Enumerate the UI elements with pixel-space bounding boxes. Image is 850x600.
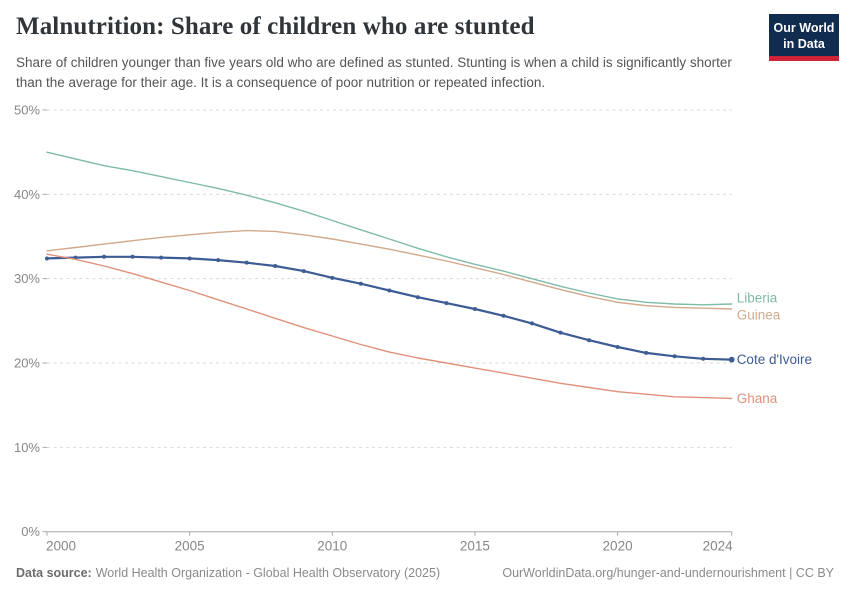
data-source-text: World Health Organization - Global Healt…	[95, 566, 441, 580]
series-label-liberia[interactable]: Liberia	[737, 291, 778, 306]
series-label-guinea[interactable]: Guinea	[737, 308, 781, 323]
series-point	[130, 254, 135, 259]
series-point	[587, 338, 592, 343]
x-axis-label: 2015	[460, 539, 490, 554]
series-point	[387, 288, 392, 293]
series-point	[102, 254, 107, 259]
page-title: Malnutrition: Share of children who are …	[16, 13, 535, 40]
owid-logo[interactable]: Our World in Data	[769, 14, 839, 61]
series-point	[159, 255, 164, 260]
chart-subtitle: Share of children younger than five year…	[16, 55, 732, 90]
series-point	[301, 269, 306, 274]
series-point	[444, 301, 449, 306]
x-axis-label: 2024	[703, 539, 734, 554]
series-line-guinea[interactable]	[46, 229, 733, 310]
y-axis-label: 30%	[14, 271, 40, 286]
y-axis-label: 40%	[14, 187, 40, 202]
series-point	[472, 307, 477, 312]
series-point	[558, 330, 563, 335]
data-source: Data source: World Health Organization - …	[16, 566, 440, 580]
x-axis-label: 2000	[46, 539, 76, 554]
series-line-cote-d-ivoire[interactable]	[45, 255, 733, 361]
y-axis-label: 50%	[14, 103, 40, 118]
series-point	[415, 295, 420, 300]
y-axis-label: 0%	[21, 524, 40, 539]
series-point	[358, 281, 363, 286]
y-axis-label: 20%	[14, 356, 40, 371]
y-axis-label: 10%	[14, 440, 40, 455]
series-point	[728, 356, 735, 363]
series-point	[644, 350, 649, 355]
series-point	[216, 258, 221, 263]
series-point	[701, 356, 706, 361]
series-point	[501, 313, 506, 318]
owid-logo-line1: Our World	[773, 21, 835, 35]
chart-footer: Data source: World Health Organization - …	[16, 566, 834, 580]
series-line-liberia[interactable]	[46, 151, 733, 306]
series-point	[615, 344, 620, 349]
x-axis-label: 2005	[175, 539, 205, 554]
x-axis-label: 2010	[317, 539, 347, 554]
series-point	[187, 256, 192, 261]
series-label-ghana[interactable]: Ghana	[737, 391, 778, 406]
series-point	[529, 321, 534, 326]
series-line-ghana[interactable]	[46, 253, 733, 400]
owid-logo-line2: in Data	[783, 37, 825, 51]
series-point	[45, 256, 49, 261]
series-point	[672, 354, 677, 359]
owid-url-note[interactable]: OurWorldinData.org/hunger-and-undernouri…	[502, 566, 834, 580]
data-source-label: Data source:	[16, 566, 92, 580]
series-point	[244, 260, 249, 265]
series-point	[330, 275, 335, 280]
series-point	[273, 264, 278, 269]
series-label-cote-d-ivoire[interactable]: Cote d'Ivoire	[737, 352, 812, 367]
x-axis-label: 2020	[603, 539, 633, 554]
